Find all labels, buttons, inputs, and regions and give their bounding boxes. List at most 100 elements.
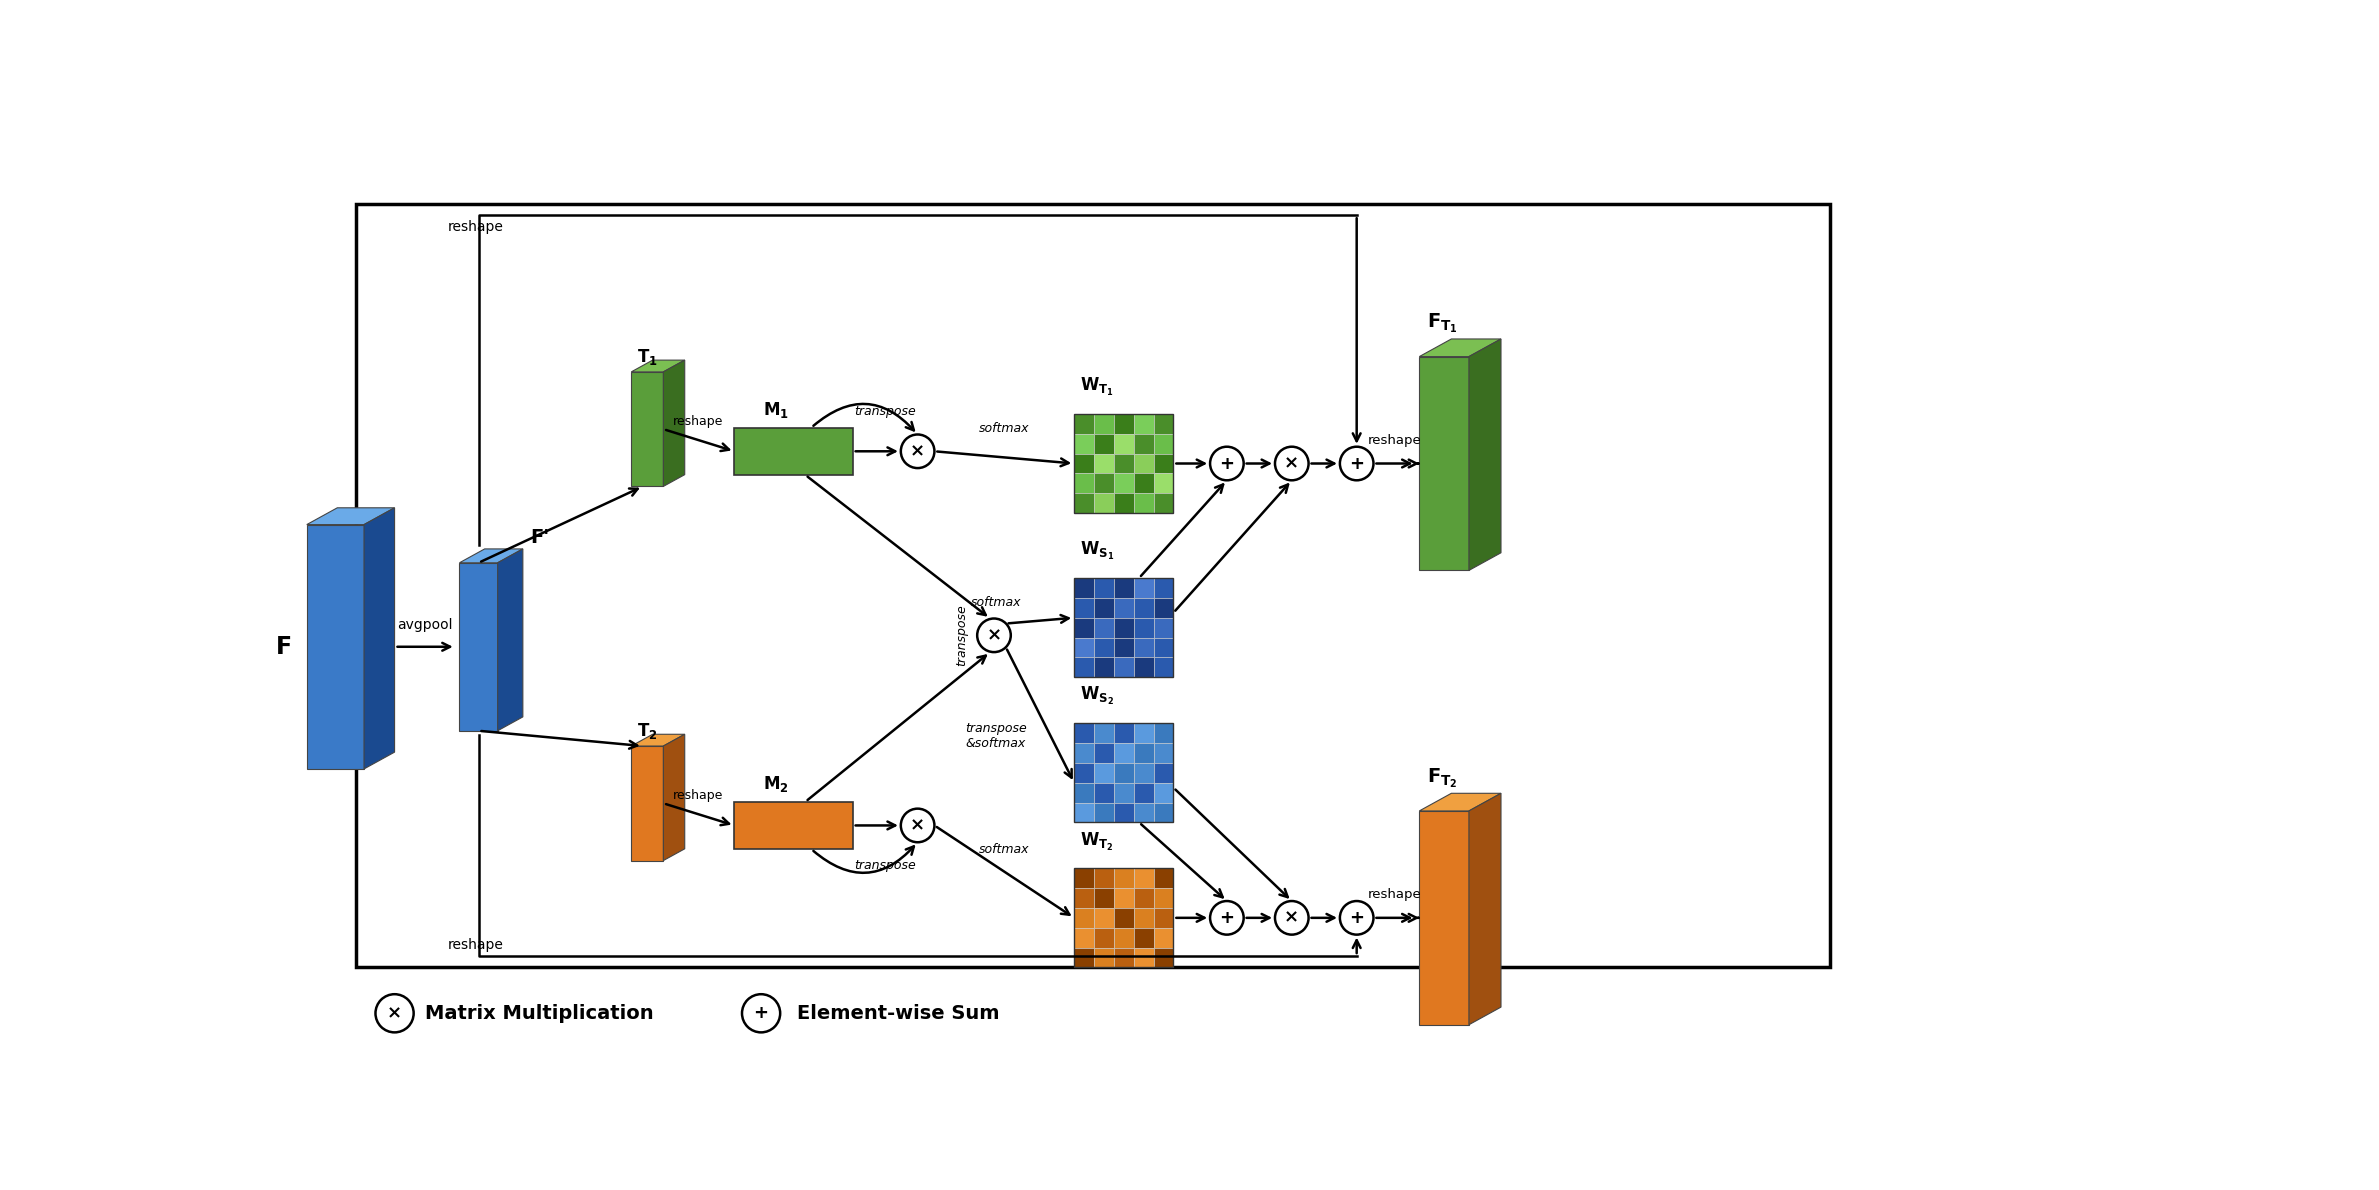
Polygon shape	[664, 734, 685, 860]
Polygon shape	[1468, 339, 1501, 570]
Bar	[1113, 494, 1135, 513]
Bar	[1154, 414, 1173, 433]
Text: F: F	[276, 634, 293, 659]
Bar	[1113, 947, 1135, 967]
Bar	[1113, 888, 1135, 908]
Polygon shape	[630, 734, 685, 746]
Bar	[1135, 802, 1154, 822]
Text: $\mathbf{F_{T_2}}$: $\mathbf{F_{T_2}}$	[1427, 766, 1458, 790]
Polygon shape	[1420, 339, 1501, 357]
Bar	[1113, 578, 1135, 597]
Circle shape	[742, 994, 780, 1033]
Polygon shape	[497, 549, 523, 731]
Polygon shape	[1468, 794, 1501, 1025]
Bar	[1075, 618, 1094, 638]
Polygon shape	[630, 361, 685, 371]
Bar	[1113, 763, 1135, 783]
Bar	[1094, 783, 1113, 802]
Text: ×: ×	[388, 1004, 402, 1022]
Bar	[1154, 908, 1173, 928]
Bar	[1135, 597, 1154, 618]
Bar	[1094, 888, 1113, 908]
Polygon shape	[364, 508, 395, 769]
Text: $\mathbf{M_2}$: $\mathbf{M_2}$	[764, 775, 790, 794]
Polygon shape	[357, 203, 1829, 967]
Bar	[1135, 928, 1154, 947]
Bar	[1154, 597, 1173, 618]
Bar	[1094, 414, 1113, 433]
Circle shape	[1211, 901, 1244, 934]
Bar	[1094, 743, 1113, 763]
Bar	[1113, 743, 1135, 763]
Bar	[1135, 657, 1154, 677]
Text: ×: ×	[911, 816, 925, 834]
Text: transpose: transpose	[956, 605, 968, 666]
Bar	[1094, 578, 1113, 597]
Text: reshape: reshape	[447, 220, 504, 233]
Bar	[1154, 453, 1173, 474]
Bar	[1135, 578, 1154, 597]
Bar	[1094, 597, 1113, 618]
Bar	[1075, 597, 1094, 618]
Bar	[1154, 724, 1173, 743]
Text: reshape: reshape	[673, 415, 723, 428]
Polygon shape	[630, 371, 664, 487]
Bar	[1154, 763, 1173, 783]
Circle shape	[376, 994, 414, 1033]
Circle shape	[1275, 446, 1308, 481]
Bar	[1113, 802, 1135, 822]
Circle shape	[1275, 901, 1308, 934]
Bar	[1135, 947, 1154, 967]
Bar	[1094, 474, 1113, 494]
Bar	[1154, 783, 1173, 802]
Bar	[1094, 869, 1113, 888]
Bar	[1135, 474, 1154, 494]
Text: reshape: reshape	[1368, 434, 1423, 447]
Bar	[1094, 928, 1113, 947]
Text: $\mathbf{F_{T_1}}$: $\mathbf{F_{T_1}}$	[1427, 312, 1458, 336]
Polygon shape	[735, 802, 852, 850]
Bar	[1094, 802, 1113, 822]
Text: F': F'	[531, 528, 550, 547]
Polygon shape	[459, 563, 497, 731]
Bar	[1154, 578, 1173, 597]
Bar	[1135, 618, 1154, 638]
Bar	[1075, 928, 1094, 947]
Bar	[1094, 657, 1113, 677]
Text: reshape: reshape	[1368, 889, 1423, 902]
Text: reshape: reshape	[673, 789, 723, 802]
Bar	[1075, 869, 1094, 888]
Bar	[1075, 908, 1094, 928]
Bar	[1135, 453, 1154, 474]
Bar	[1113, 597, 1135, 618]
Bar	[1154, 657, 1173, 677]
Bar	[1094, 453, 1113, 474]
Bar	[1135, 414, 1154, 433]
Polygon shape	[1420, 810, 1468, 1025]
Bar	[1113, 783, 1135, 802]
Polygon shape	[1420, 357, 1468, 570]
Bar	[1075, 578, 1094, 597]
Bar	[1135, 724, 1154, 743]
Circle shape	[902, 434, 935, 468]
Text: Element-wise Sum: Element-wise Sum	[797, 1004, 999, 1022]
Text: $\mathbf{W_{T_1}}$: $\mathbf{W_{T_1}}$	[1080, 376, 1113, 399]
Bar	[1113, 474, 1135, 494]
Bar	[1094, 947, 1113, 967]
Bar	[1135, 638, 1154, 657]
Bar	[1094, 433, 1113, 453]
Circle shape	[978, 619, 1011, 652]
Polygon shape	[630, 746, 664, 860]
Text: softmax: softmax	[980, 844, 1030, 857]
Bar	[1113, 869, 1135, 888]
Text: +: +	[1220, 455, 1235, 472]
Circle shape	[1211, 446, 1244, 481]
Text: +: +	[1349, 909, 1363, 927]
Bar	[1154, 618, 1173, 638]
Bar	[1075, 888, 1094, 908]
Text: ×: ×	[1285, 455, 1299, 472]
Bar	[1154, 888, 1173, 908]
Bar	[1094, 494, 1113, 513]
Bar	[1075, 743, 1094, 763]
Bar	[1113, 638, 1135, 657]
